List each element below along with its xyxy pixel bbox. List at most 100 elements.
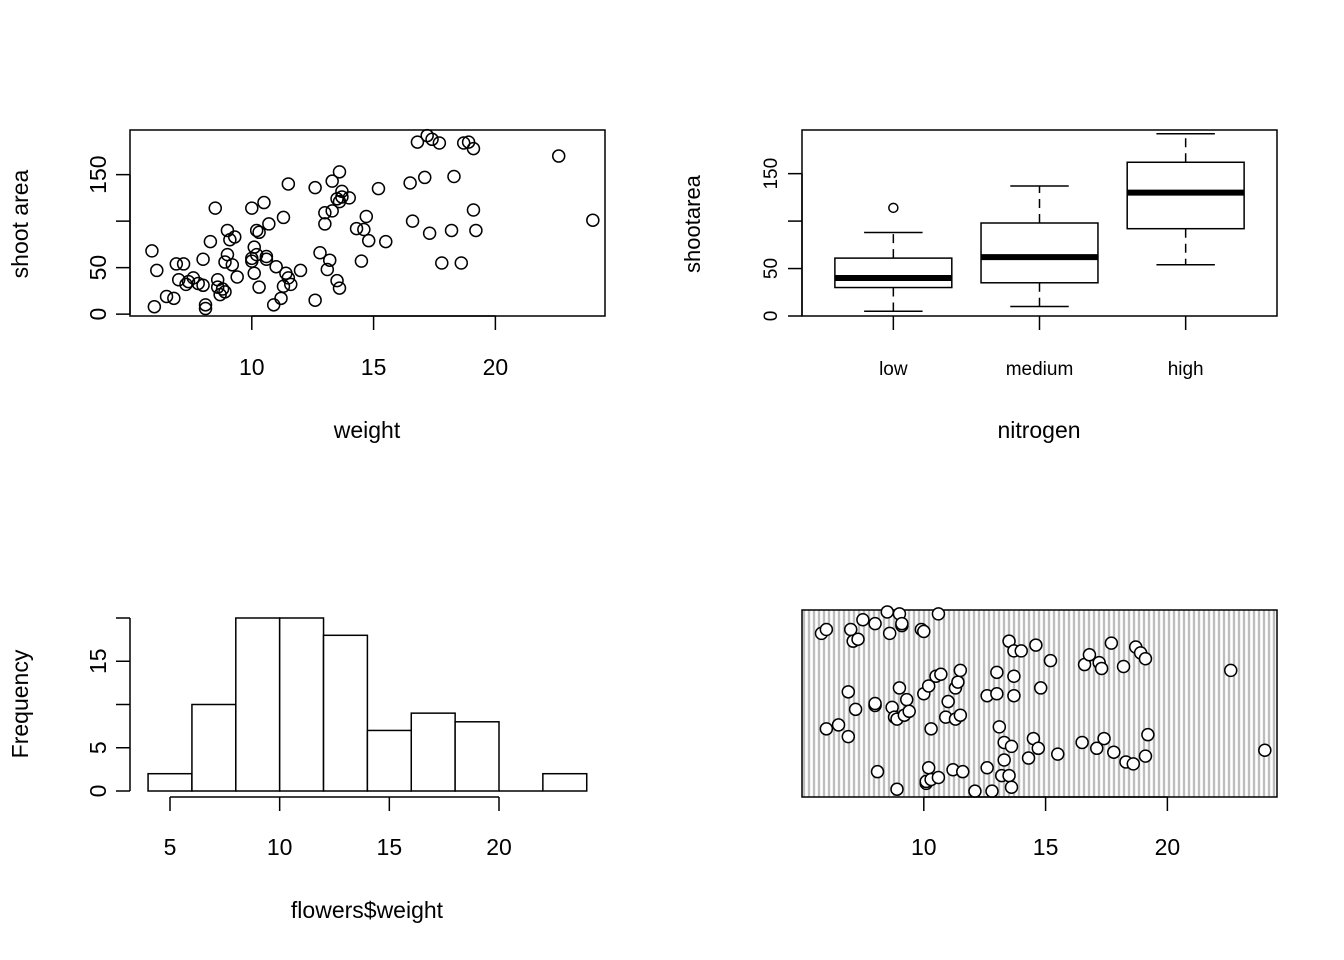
y-axis-label: Frequency	[7, 649, 33, 758]
data-point	[1094, 661, 1109, 676]
histogram-bar	[366, 729, 413, 792]
data-point	[167, 291, 181, 306]
x-tick-label: 20	[486, 834, 512, 860]
data-point	[997, 753, 1011, 767]
data-point	[410, 135, 425, 149]
data-point	[203, 234, 218, 249]
data-point	[941, 694, 955, 709]
x-axis-label: flowers$weight	[291, 897, 444, 923]
data-point	[435, 256, 449, 270]
y-axis: 0 5 15	[85, 617, 131, 797]
data-point	[447, 169, 461, 184]
data-point	[145, 244, 159, 258]
data-point	[454, 256, 469, 270]
data-point	[895, 616, 909, 631]
data-point	[892, 681, 907, 695]
data-point	[293, 263, 308, 278]
data-point	[218, 285, 232, 299]
data-point	[934, 667, 948, 682]
data-point	[921, 761, 936, 775]
data-point	[266, 298, 281, 312]
box	[834, 257, 953, 289]
x-tick-label: 15	[1033, 834, 1059, 860]
category-label: low	[879, 359, 908, 380]
data-point	[1104, 636, 1119, 650]
data-point	[259, 252, 274, 267]
data-point	[1021, 751, 1036, 765]
data-point	[1002, 768, 1016, 783]
data-point	[349, 221, 364, 236]
data-point	[882, 626, 897, 641]
data-point	[325, 204, 339, 218]
data-point	[417, 170, 432, 185]
data-point	[931, 770, 946, 785]
data-point	[917, 624, 931, 639]
data-point	[1089, 741, 1104, 756]
data-point	[931, 607, 946, 621]
x-tick-label: 20	[1155, 834, 1181, 860]
data-point	[332, 165, 347, 179]
data-point	[325, 174, 339, 188]
data-point	[1031, 741, 1046, 756]
data-point	[1138, 749, 1153, 763]
data-point	[208, 201, 223, 215]
data-point	[257, 195, 271, 210]
data-point	[1258, 743, 1272, 757]
data-point	[198, 301, 213, 316]
y-tick-label: 50	[85, 255, 111, 281]
data-point	[198, 298, 213, 312]
y-tick-label: 50	[761, 258, 782, 279]
data-point	[1107, 745, 1121, 759]
data-point	[284, 277, 298, 292]
data-point	[856, 612, 870, 627]
x-axis: 10 15 20	[911, 796, 1181, 860]
data-point	[1126, 757, 1141, 771]
data-point	[357, 222, 371, 237]
data-point	[469, 223, 483, 238]
data-point	[848, 702, 863, 717]
x-tick-label: 5	[164, 834, 177, 860]
data-point	[176, 257, 191, 271]
y-tick-label: 5	[85, 741, 111, 754]
data-point	[968, 784, 982, 798]
data-point	[868, 696, 882, 711]
data-point	[890, 782, 904, 796]
data-point	[218, 255, 232, 269]
data-point	[269, 259, 283, 274]
data-point	[1029, 638, 1043, 652]
data-point	[1014, 644, 1028, 658]
data-point	[831, 718, 846, 732]
y-axis: 0 50 150	[761, 158, 803, 321]
data-point	[281, 271, 296, 285]
x-axis: 5 10 15 20	[164, 796, 512, 860]
panel-scatter-weight-shootarea: 10 15 20 0 50 150 weight shoot area	[7, 128, 606, 443]
histogram-bar	[235, 617, 281, 792]
data-point	[1075, 735, 1089, 750]
data-point	[1004, 780, 1019, 795]
data-point	[956, 764, 970, 779]
y-tick-label: 150	[85, 155, 111, 193]
data-point	[249, 223, 264, 238]
data-point	[444, 223, 459, 238]
bars	[147, 617, 588, 792]
data-point	[425, 132, 439, 147]
data-point	[870, 764, 885, 779]
data-point	[924, 722, 938, 736]
histogram-bar	[410, 712, 456, 792]
data-point	[405, 214, 420, 228]
x-tick-label: 15	[361, 354, 387, 380]
data-point	[335, 190, 349, 204]
data-point	[371, 181, 386, 196]
data-point	[1116, 659, 1131, 674]
y-axis-label: shootarea	[680, 174, 705, 273]
data-point	[379, 234, 393, 249]
y-tick-label: 15	[85, 648, 111, 674]
category-labels: low medium high	[879, 316, 1204, 380]
points	[145, 128, 600, 316]
data-point	[819, 722, 834, 736]
outlier-point	[888, 202, 899, 214]
data-point	[1051, 747, 1065, 761]
data-point	[318, 206, 332, 220]
data-point	[841, 729, 856, 744]
points	[814, 605, 1272, 798]
